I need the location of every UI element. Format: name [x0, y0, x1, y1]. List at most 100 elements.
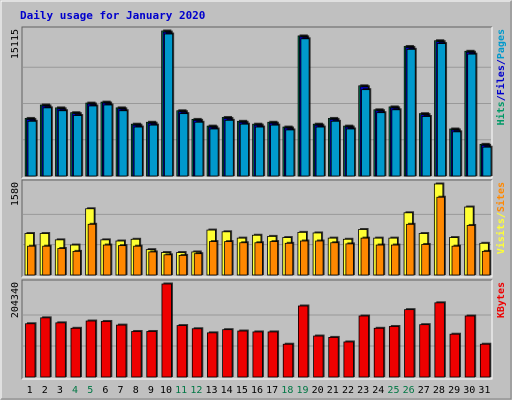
bar-kbytes-day-21	[328, 337, 339, 378]
bar-sites-day-24	[375, 244, 385, 276]
x-tick-day-12: 12	[190, 385, 202, 396]
bar-pages-day-22	[345, 128, 355, 177]
bar-sites-day-19	[300, 240, 309, 276]
x-tick-day-3: 3	[57, 385, 63, 396]
bar-sites-day-17	[269, 241, 278, 276]
x-tick-day-24: 24	[372, 385, 384, 396]
x-tick-day-8: 8	[133, 385, 139, 396]
bar-sites-day-11	[178, 255, 188, 276]
bar-kbytes-day-7	[116, 324, 127, 378]
bar-sites-day-26	[406, 223, 415, 276]
x-tick-day-21: 21	[327, 385, 339, 396]
bar-pages-day-5	[88, 105, 98, 177]
bar-sites-day-21	[330, 242, 339, 276]
bar-kbytes-day-27	[419, 324, 430, 378]
bar-kbytes-day-25	[388, 326, 400, 378]
bar-pages-day-27	[421, 116, 431, 177]
bar-pages-day-3	[57, 110, 67, 177]
bar-kbytes-day-8	[131, 331, 142, 378]
legend-label-bottom: KBytes	[496, 282, 507, 318]
bar-pages-day-20	[315, 126, 325, 177]
bar-sites-day-22	[345, 243, 354, 276]
bar-kbytes-day-1	[25, 323, 36, 378]
x-tick-day-23: 23	[357, 385, 369, 396]
bar-pages-day-26	[406, 48, 416, 177]
bar-pages-day-6	[103, 104, 113, 177]
bar-kbytes-day-4	[70, 327, 81, 378]
bar-kbytes-day-12	[191, 328, 203, 378]
bar-sites-day-1	[27, 245, 36, 276]
panel-middle-border-dark	[21, 179, 492, 277]
bar-pages-day-14	[224, 119, 234, 177]
panel-middle-border-light	[22, 180, 493, 278]
x-tick-day-7: 7	[118, 385, 124, 396]
bar-sites-day-2	[42, 245, 51, 276]
x-tick-day-25: 25	[387, 385, 399, 396]
bar-sites-day-12	[193, 253, 203, 276]
bar-pages-day-13	[209, 128, 219, 177]
bar-sites-day-23	[360, 237, 369, 276]
panel-bottom-border-light	[22, 280, 493, 380]
bar-pages-day-11	[179, 113, 189, 177]
bar-kbytes-day-14	[222, 329, 233, 378]
y-max-label-middle: 1580	[10, 182, 21, 206]
x-tick-day-17: 17	[266, 385, 278, 396]
bar-pages-day-30	[467, 53, 477, 177]
bar-kbytes-day-6	[100, 321, 112, 378]
bar-sites-day-8	[133, 245, 142, 276]
legend-part-slash: /	[496, 212, 507, 218]
x-tick-day-16: 16	[251, 385, 263, 396]
bar-sites-day-5	[87, 223, 97, 276]
bar-pages-day-1	[27, 120, 37, 177]
bar-kbytes-day-2	[40, 317, 51, 378]
bar-pages-day-10	[164, 33, 174, 177]
x-tick-day-19: 19	[296, 385, 308, 396]
bar-kbytes-day-29	[449, 333, 460, 378]
panel-top-border-dark	[21, 26, 492, 178]
x-tick-day-13: 13	[205, 385, 217, 396]
x-tick-day-27: 27	[418, 385, 430, 396]
bar-sites-day-4	[72, 250, 81, 276]
x-axis-day-labels: 1 2 3 4 5 6 7 8 9 10 11 12 13 14 15 16 17 18 19 20 21 22 23 24 2…	[27, 385, 491, 396]
bar-sites-day-6	[102, 244, 112, 276]
bar-pages-day-12	[194, 121, 204, 177]
bar-sites-day-20	[315, 240, 324, 276]
bar-kbytes-day-22	[343, 341, 354, 378]
bar-pages-day-24	[376, 112, 386, 177]
bar-kbytes-day-26	[404, 309, 415, 378]
bar-pages-day-8	[133, 126, 143, 177]
bar-sites-day-18	[284, 242, 294, 276]
bar-kbytes-day-23	[358, 315, 369, 378]
x-tick-day-15: 15	[236, 385, 248, 396]
bar-sites-day-16	[254, 242, 263, 276]
x-tick-day-2: 2	[42, 385, 48, 396]
bar-kbytes-day-28	[434, 302, 445, 378]
bar-pages-day-2	[42, 107, 52, 177]
legend-label-middle: Visits/Sites	[495, 182, 507, 254]
bar-pages-day-28	[436, 43, 446, 177]
chart-panels: 15115Hits/Files/Pages1580Visits/Sites204…	[10, 26, 507, 380]
bar-kbytes-day-24	[373, 327, 385, 378]
bar-sites-day-10	[163, 254, 172, 276]
bar-pages-day-23	[361, 89, 371, 177]
legend-part-slash: /	[496, 59, 507, 65]
bar-sites-day-13	[209, 241, 218, 276]
bar-sites-day-3	[57, 248, 66, 276]
bar-kbytes-day-20	[313, 335, 324, 378]
x-tick-day-1: 1	[27, 385, 33, 396]
bar-pages-day-16	[255, 126, 265, 177]
bar-sites-day-14	[224, 241, 233, 276]
panel-top-border-light	[22, 27, 493, 179]
bar-kbytes-day-13	[207, 332, 218, 378]
bar-sites-day-9	[148, 251, 157, 276]
bar-sites-day-31	[481, 250, 491, 276]
x-tick-day-26: 26	[403, 385, 415, 396]
bar-pages-day-4	[73, 115, 83, 177]
panel-middle: 1580 Visits/Sites	[10, 179, 507, 278]
bar-pages-day-18	[285, 129, 295, 177]
bar-kbytes-day-15	[237, 330, 248, 378]
x-tick-day-9: 9	[148, 385, 154, 396]
